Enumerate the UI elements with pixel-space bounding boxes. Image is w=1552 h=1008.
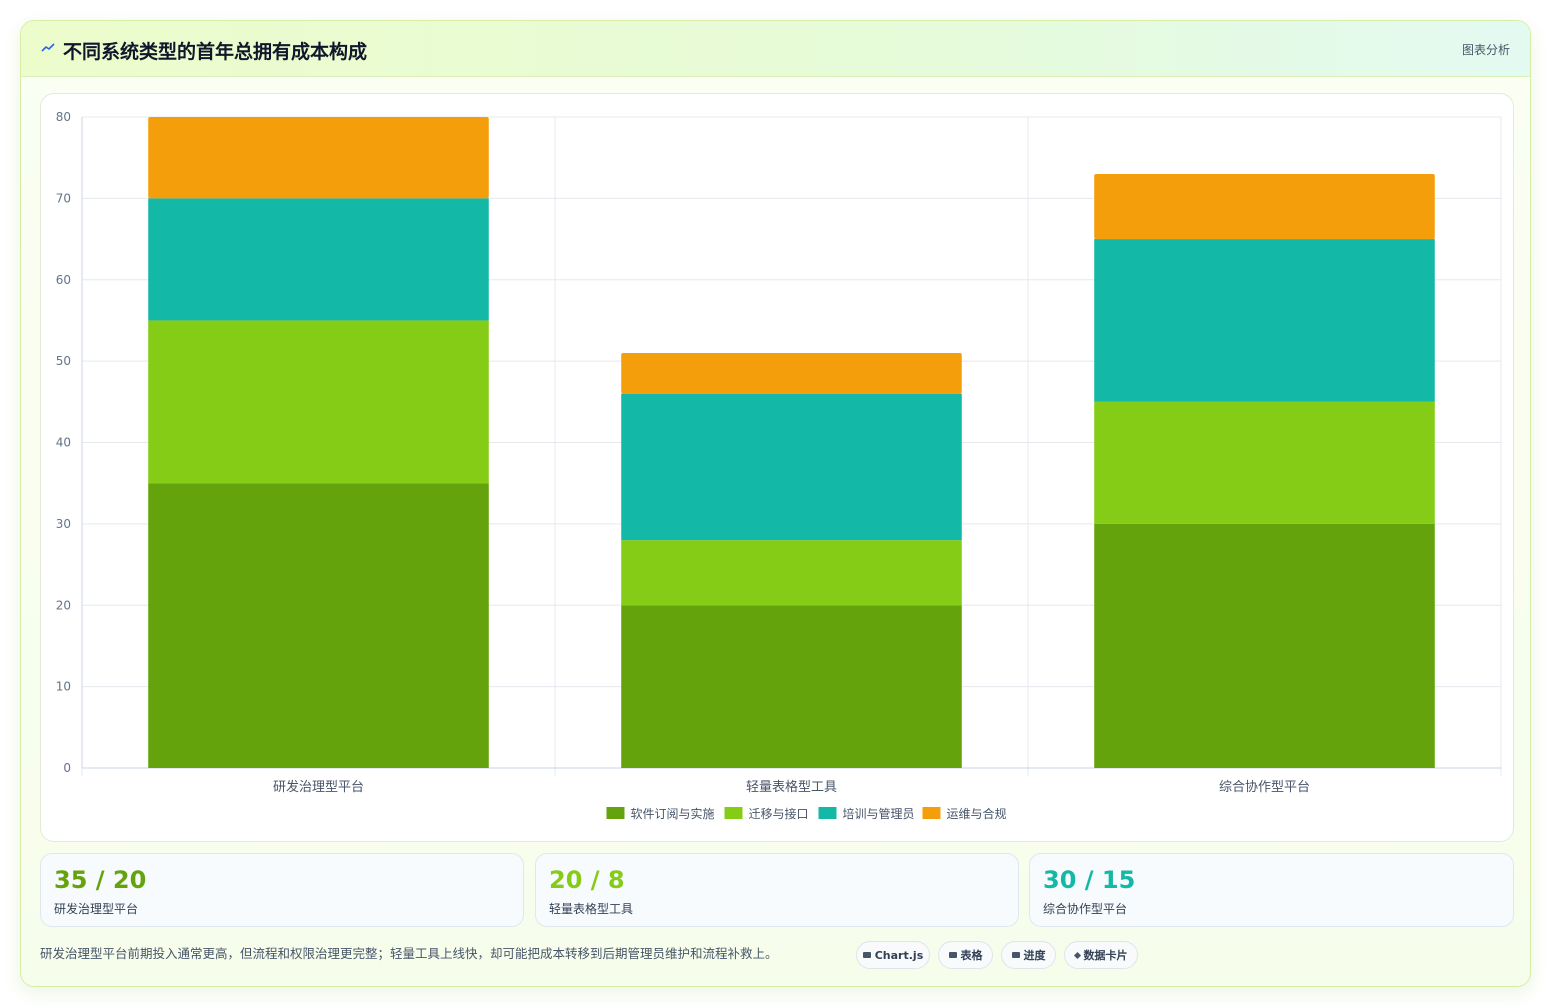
y-tick-label: 0 — [63, 761, 71, 775]
y-tick-label: 70 — [56, 191, 71, 205]
chip-label: 表格 — [960, 949, 983, 962]
bar-segment — [148, 483, 489, 768]
bar-segment — [1094, 173, 1435, 240]
stacked-bar-chart: 0 10 20 30 40 50 60 70 80 研发治理型平台 轻量表格型工具 综合协作型平台软件… — [56, 110, 1502, 821]
x-tick-label: 轻量表格型工具 — [746, 779, 837, 795]
chip-table[interactable]: 表格 — [938, 941, 993, 969]
y-tick-label: 60 — [56, 273, 71, 287]
sparkle-icon — [1073, 951, 1081, 959]
y-tick-label: 30 — [56, 517, 71, 531]
bar-segment — [148, 117, 489, 199]
legend-label: 迁移与接口 — [749, 806, 809, 821]
trend-line-icon — [41, 43, 55, 52]
stat-label: 研发治理型平台 — [54, 902, 139, 916]
legend-label: 软件订阅与实施 — [631, 806, 715, 821]
legend-swatch — [606, 807, 625, 819]
bar-segment — [1094, 401, 1435, 524]
bar-segment — [621, 605, 962, 768]
chip-label: 进度 — [1023, 949, 1046, 962]
chart-card: 不同系统类型的首年总拥有成本构成 图表分析 0 10 20 30 40 50 60 70 80 研… — [20, 20, 1531, 987]
legend-swatch — [818, 807, 837, 819]
chip-data-cards[interactable]: 数据卡片 — [1064, 941, 1138, 969]
legend-swatch — [724, 807, 743, 819]
bar-segment — [148, 198, 489, 321]
progress-icon — [1011, 952, 1020, 958]
chart-container: 0 10 20 30 40 50 60 70 80 研发治理型平台 轻量表格型工具 综合协作型平台软件… — [40, 93, 1514, 842]
stat-label: 综合协作型平台 — [1043, 902, 1128, 916]
bar-segment — [621, 352, 962, 394]
stat-label: 轻量表格型工具 — [549, 902, 634, 916]
chip-progress[interactable]: 进度 — [1001, 941, 1056, 969]
stat-value: 20 / 8 — [549, 866, 625, 894]
table-icon — [948, 952, 957, 958]
bar-segment — [1094, 239, 1435, 402]
legend-label: 培训与管理员 — [843, 806, 915, 821]
bar-segment — [1094, 523, 1435, 768]
stat-card-2: 20 / 8 轻量表格型工具 — [535, 853, 1019, 927]
stat-card-3: 30 / 15 综合协作型平台 — [1029, 853, 1514, 927]
chart-icon — [862, 952, 871, 958]
y-tick-label: 20 — [56, 598, 71, 612]
bar-segment — [621, 540, 962, 606]
chart-analysis-tag: 图表分析 — [1461, 43, 1510, 57]
legend-swatch — [922, 807, 941, 819]
y-tick-label: 10 — [56, 680, 71, 694]
chip-label: Chart.js — [874, 948, 924, 962]
page-title: 不同系统类型的首年总拥有成本构成 — [63, 41, 368, 63]
y-tick-label: 50 — [56, 354, 71, 368]
bar-segment — [148, 320, 489, 484]
bar-segment — [621, 393, 962, 541]
analysis-note: 研发治理型平台前期投入通常更高，但流程和权限治理更完整；轻量工具上线快，却可能把… — [40, 946, 778, 961]
chip-label: 数据卡片 — [1083, 949, 1128, 962]
stat-card-1: 35 / 20 研发治理型平台 — [40, 853, 524, 927]
stat-value: 35 / 20 — [54, 866, 147, 894]
x-tick-label: 综合协作型平台 — [1219, 780, 1310, 795]
chip-chartjs[interactable]: Chart.js — [856, 941, 930, 969]
x-tick-label: 研发治理型平台 — [273, 779, 364, 795]
y-tick-label: 80 — [56, 110, 71, 124]
card-header: 不同系统类型的首年总拥有成本构成 图表分析 — [21, 21, 1530, 77]
stat-value: 30 / 15 — [1043, 866, 1136, 894]
legend-label: 运维与合规 — [947, 806, 1007, 821]
y-tick-label: 40 — [56, 436, 71, 450]
